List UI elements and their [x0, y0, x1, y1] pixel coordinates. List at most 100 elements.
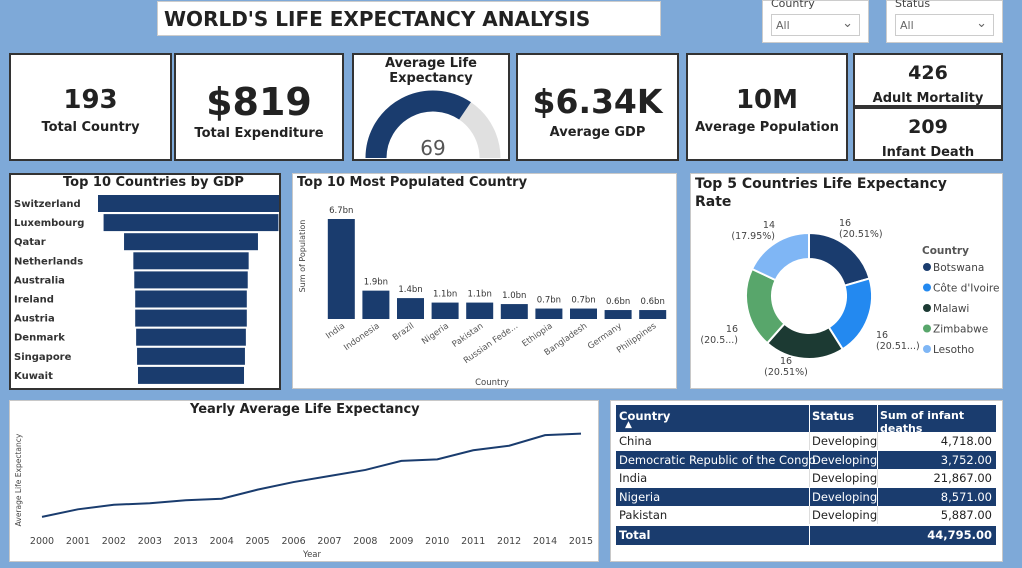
year-tick-label: 2000: [30, 536, 54, 547]
gdp-bar[interactable]: [136, 328, 246, 346]
donut-slice-percent: (20.51%): [839, 229, 883, 240]
column-header-status[interactable]: Status: [812, 409, 855, 423]
table-cell-status: Developing: [812, 452, 878, 467]
adult-mortality-value: 426: [908, 62, 948, 84]
gdp-bar[interactable]: [103, 214, 279, 232]
population-bar[interactable]: [639, 310, 667, 319]
gdp-bar[interactable]: [124, 233, 258, 251]
population-bar[interactable]: [604, 310, 632, 319]
chevron-down-icon[interactable]: ⌄: [976, 16, 987, 31]
year-tick-label: 2007: [317, 536, 341, 547]
total-expenditure-value: $819: [206, 80, 312, 124]
donut-slice[interactable]: [750, 231, 810, 282]
column-divider: [809, 487, 810, 506]
legend-marker[interactable]: [923, 283, 931, 292]
legend-item-label[interactable]: Lesotho: [933, 344, 974, 356]
year-tick-label: 2012: [497, 536, 521, 547]
life-expectancy-line[interactable]: [41, 432, 582, 518]
total-value: 44,795.00: [927, 528, 992, 542]
table-cell-country: China: [619, 434, 652, 448]
dashboard-title-box: WORLD'S LIFE EXPECTANCY ANALYSIS: [157, 1, 661, 36]
status-slicer[interactable]: Status All ⌄: [886, 0, 1003, 43]
page-title: WORLD'S LIFE EXPECTANCY ANALYSIS: [164, 7, 591, 31]
gdp-chart-panel: Top 10 Countries by GDP Switzerland Luxem…: [9, 173, 281, 390]
population-bar[interactable]: [535, 308, 563, 319]
population-data-label: 0.6bn: [606, 297, 630, 307]
population-bar[interactable]: [500, 304, 528, 319]
sort-ascending-icon[interactable]: ▲: [625, 420, 632, 430]
gdp-bar[interactable]: [137, 347, 245, 365]
adult-mortality-label: Adult Mortality: [872, 91, 984, 106]
average-gdp-label: Average GDP: [549, 125, 646, 140]
life-expectancy-donut-panel: Top 5 Countries Life Expectancy Rate 16(…: [690, 173, 1003, 389]
legend-title: Country: [922, 245, 969, 257]
column-divider: [877, 506, 878, 525]
column-divider: [877, 450, 878, 469]
table-row[interactable]: China Developing 4,718.00: [616, 432, 996, 450]
gdp-bar[interactable]: [133, 252, 249, 270]
gdp-bar[interactable]: [137, 366, 245, 384]
legend-marker[interactable]: [923, 304, 931, 312]
gdp-category-label: Austria: [14, 314, 55, 325]
legend-marker[interactable]: [923, 324, 931, 333]
year-tick-label: 2015: [569, 536, 593, 547]
column-divider: [809, 526, 810, 545]
country-slicer[interactable]: Country All ⌄: [762, 0, 869, 43]
population-bar[interactable]: [570, 308, 597, 319]
total-country-value: 193: [63, 85, 118, 115]
gdp-bar[interactable]: [135, 309, 247, 327]
country-dropdown[interactable]: All ⌄: [771, 14, 860, 36]
status-dropdown[interactable]: All ⌄: [895, 14, 994, 36]
donut-slice-percent: (20.51%): [764, 367, 808, 378]
total-label: Total: [619, 528, 651, 542]
table-cell-infant-deaths: 3,752.00: [940, 452, 992, 467]
column-divider: [877, 487, 878, 506]
legend-marker[interactable]: [923, 345, 931, 353]
population-tick-label: Brazil: [391, 321, 416, 343]
chevron-down-icon[interactable]: ⌄: [842, 16, 853, 31]
country-slicer-label: Country: [771, 0, 815, 10]
donut-slice-percent: (20.5...): [700, 335, 738, 346]
gdp-bar[interactable]: [98, 195, 279, 212]
table-row[interactable]: Democratic Republic of the Congo Developi…: [616, 450, 996, 469]
year-tick-label: 2010: [425, 536, 449, 547]
status-dropdown-value: All: [900, 19, 914, 32]
donut-slice-value: 16: [876, 330, 888, 341]
column-divider: [809, 450, 810, 469]
population-data-label: 1.1bn: [433, 290, 457, 300]
donut-slice-value: 16: [780, 356, 792, 367]
yearly-life-expectancy-panel: Yearly Average Life Expectancy 2000 2001 2…: [9, 400, 599, 562]
total-expenditure-label: Total Expenditure: [194, 126, 324, 141]
line-chart: 2000 2001 2002 2003 2013 2004 2005 2006 2007 2008…: [14, 432, 593, 560]
legend-marker[interactable]: [923, 263, 931, 271]
legend-item-label[interactable]: Côte d'Ivoire: [933, 283, 999, 295]
population-tick-label: Nigeria: [420, 321, 451, 347]
population-bar[interactable]: [431, 302, 459, 319]
population-data-label: 1.9bn: [364, 278, 388, 288]
gdp-bar[interactable]: [135, 290, 247, 308]
gdp-category-label: Qatar: [14, 237, 46, 248]
column-header-country[interactable]: Country: [619, 409, 671, 423]
population-bar[interactable]: [362, 290, 390, 319]
column-header-infant-deaths[interactable]: Sum of infant deaths: [880, 409, 965, 435]
gdp-category-label: Netherlands: [14, 256, 83, 267]
gdp-category-label: Luxembourg: [14, 218, 84, 229]
table-row[interactable]: Nigeria Developing 8,571.00: [616, 487, 996, 506]
population-bar[interactable]: [327, 219, 355, 319]
population-bar[interactable]: [397, 298, 424, 319]
year-tick-label: 2004: [210, 536, 234, 547]
table-row[interactable]: India Developing 21,867.00: [616, 469, 996, 488]
legend-item-label[interactable]: Malawi: [933, 303, 969, 315]
average-life-expectancy-card: Average Life Expectancy 69: [352, 53, 510, 161]
legend-item-label[interactable]: Zimbabwe: [933, 324, 988, 336]
table-cell-country: Democratic Republic of the Congo: [619, 452, 816, 467]
legend-item-label[interactable]: Botswana: [933, 262, 984, 274]
population-bar[interactable]: [466, 302, 494, 319]
donut-slice-value: 14: [763, 220, 775, 231]
gdp-bar[interactable]: [134, 271, 248, 289]
year-tick-label: 2009: [389, 536, 413, 547]
population-chart: 6.7bn India 1.9bn Indonesia 1.4bn Brazil 1.1bn…: [298, 206, 667, 388]
table-row[interactable]: Pakistan Developing 5,887.00: [616, 506, 996, 525]
donut-slice[interactable]: [808, 231, 871, 287]
table-cell-status: Developing: [812, 434, 878, 448]
